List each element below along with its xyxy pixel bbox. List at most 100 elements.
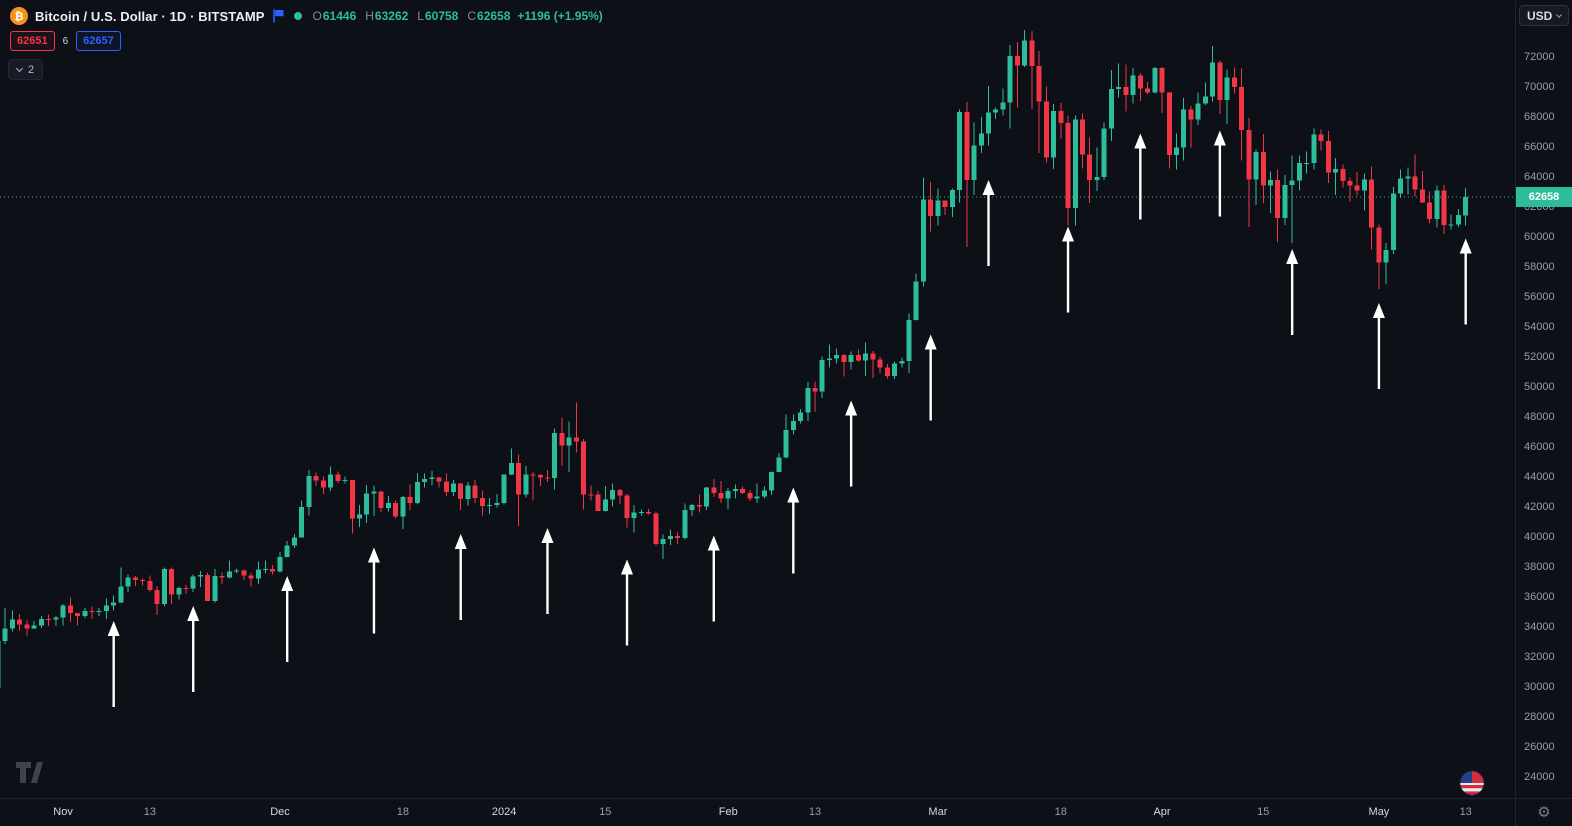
price-axis-label: 58000 bbox=[1524, 261, 1555, 273]
up-arrow-head[interactable] bbox=[281, 576, 294, 591]
candle-body bbox=[1311, 134, 1317, 163]
bitcoin-logo-icon: ₿ bbox=[10, 7, 28, 25]
candle-body bbox=[877, 359, 883, 368]
candle-body bbox=[479, 498, 485, 506]
candle-body bbox=[24, 624, 30, 629]
open-label: O bbox=[312, 9, 322, 23]
candle-body bbox=[1116, 87, 1122, 89]
candle-body bbox=[1383, 250, 1389, 263]
up-arrow-head[interactable] bbox=[924, 334, 937, 350]
candlestick-chart[interactable] bbox=[0, 0, 1515, 798]
candle-body bbox=[96, 611, 102, 613]
currency-selector-button[interactable]: USD bbox=[1519, 5, 1570, 26]
indicators-collapse-button[interactable]: 2 bbox=[8, 59, 44, 80]
up-arrow-head[interactable] bbox=[1459, 238, 1472, 254]
spread-value: 6 bbox=[62, 35, 69, 47]
price-axis-label: 24000 bbox=[1524, 771, 1555, 783]
candle-body bbox=[653, 513, 659, 545]
symbol-title[interactable]: Bitcoin / U.S. Dollar · 1D · BITSTAMP bbox=[35, 8, 265, 24]
candle-body bbox=[132, 577, 138, 581]
up-arrow-head[interactable] bbox=[982, 180, 995, 195]
candle-body bbox=[140, 580, 146, 582]
candle-body bbox=[205, 575, 211, 601]
candle-body bbox=[306, 475, 312, 508]
candle-body bbox=[1347, 180, 1353, 186]
up-arrow-head[interactable] bbox=[845, 400, 858, 416]
candle-body bbox=[892, 363, 898, 377]
candle-body bbox=[928, 199, 934, 216]
candle-body bbox=[1181, 109, 1187, 148]
candle-body bbox=[1231, 77, 1237, 87]
candle-body bbox=[732, 489, 738, 491]
time-axis-label: 15 bbox=[599, 806, 612, 818]
time-axis-label: 13 bbox=[143, 806, 156, 818]
candle-body bbox=[328, 474, 334, 488]
candle-body bbox=[320, 480, 326, 488]
settings-gear-icon[interactable]: ⚙ bbox=[1537, 803, 1551, 821]
candle-body bbox=[2, 628, 8, 641]
candle-body bbox=[899, 361, 905, 364]
up-arrow-head[interactable] bbox=[541, 528, 554, 543]
up-arrow-head[interactable] bbox=[787, 487, 800, 503]
candle-body bbox=[1007, 55, 1013, 103]
candle-body bbox=[60, 605, 66, 618]
candle-body bbox=[1022, 40, 1028, 66]
candle-body bbox=[1188, 109, 1194, 120]
up-arrow-head[interactable] bbox=[1213, 130, 1226, 146]
up-arrow-head[interactable] bbox=[367, 547, 380, 563]
up-arrow-head[interactable] bbox=[1372, 303, 1385, 318]
candle-body bbox=[154, 589, 160, 604]
candle-body bbox=[1398, 178, 1404, 194]
sell-button[interactable]: 62651 bbox=[10, 31, 55, 51]
up-arrow-head[interactable] bbox=[1134, 133, 1147, 149]
time-axis-label: Apr bbox=[1153, 806, 1171, 818]
up-arrow-head[interactable] bbox=[454, 534, 467, 549]
candle-body bbox=[1361, 179, 1367, 191]
price-axis-label: 38000 bbox=[1524, 561, 1555, 573]
candle-body bbox=[393, 502, 399, 517]
candle-body bbox=[46, 619, 52, 621]
candle-body bbox=[537, 474, 543, 478]
time-axis-label: 13 bbox=[1459, 806, 1472, 818]
tradingview-logo[interactable] bbox=[16, 762, 46, 783]
candle-body bbox=[1282, 184, 1288, 218]
flag-icon[interactable] bbox=[272, 9, 285, 23]
time-axis-label: 18 bbox=[396, 806, 409, 818]
up-arrow-head[interactable] bbox=[621, 559, 634, 575]
price-axis[interactable]: 7200070000680006600064000620006000058000… bbox=[1515, 0, 1572, 798]
candle-body bbox=[957, 112, 963, 191]
candle-body bbox=[1058, 111, 1064, 123]
up-arrow-head[interactable] bbox=[187, 606, 200, 621]
up-arrow-head[interactable] bbox=[107, 621, 120, 636]
candle-body bbox=[711, 487, 717, 493]
candle-body bbox=[776, 457, 782, 472]
candle-body bbox=[1000, 102, 1006, 110]
market-status-dot bbox=[293, 12, 302, 20]
candle-body bbox=[913, 281, 919, 320]
candle-body bbox=[1441, 190, 1447, 226]
buy-button[interactable]: 62657 bbox=[76, 31, 121, 51]
price-change: +1196 (+1.95%) bbox=[517, 9, 603, 23]
candle-body bbox=[1152, 67, 1158, 93]
candle-body bbox=[1108, 88, 1114, 129]
low-value: 60758 bbox=[424, 9, 459, 23]
candle-body bbox=[284, 545, 290, 557]
candle-body bbox=[617, 489, 623, 496]
price-axis-label: 46000 bbox=[1524, 441, 1555, 453]
candle-body bbox=[1123, 87, 1129, 95]
up-arrow-head[interactable] bbox=[1286, 249, 1299, 264]
candle-body bbox=[190, 576, 196, 589]
candle-body bbox=[1130, 75, 1136, 95]
price-axis-label: 32000 bbox=[1524, 651, 1555, 663]
candle-body bbox=[38, 619, 44, 626]
candle-body bbox=[1210, 62, 1216, 97]
candle-body bbox=[841, 355, 847, 363]
candle-body bbox=[581, 441, 587, 495]
up-arrow-head[interactable] bbox=[1062, 226, 1075, 242]
candle-body bbox=[1405, 176, 1411, 179]
up-arrow-head[interactable] bbox=[707, 535, 720, 551]
candle-body bbox=[696, 505, 702, 507]
time-axis[interactable]: Nov 13 Dec 18 2024 15 Feb 13 Mar 18 Apr 15 May 13 bbox=[0, 798, 1515, 826]
candle-body bbox=[1427, 202, 1433, 220]
candle-body bbox=[494, 502, 500, 505]
